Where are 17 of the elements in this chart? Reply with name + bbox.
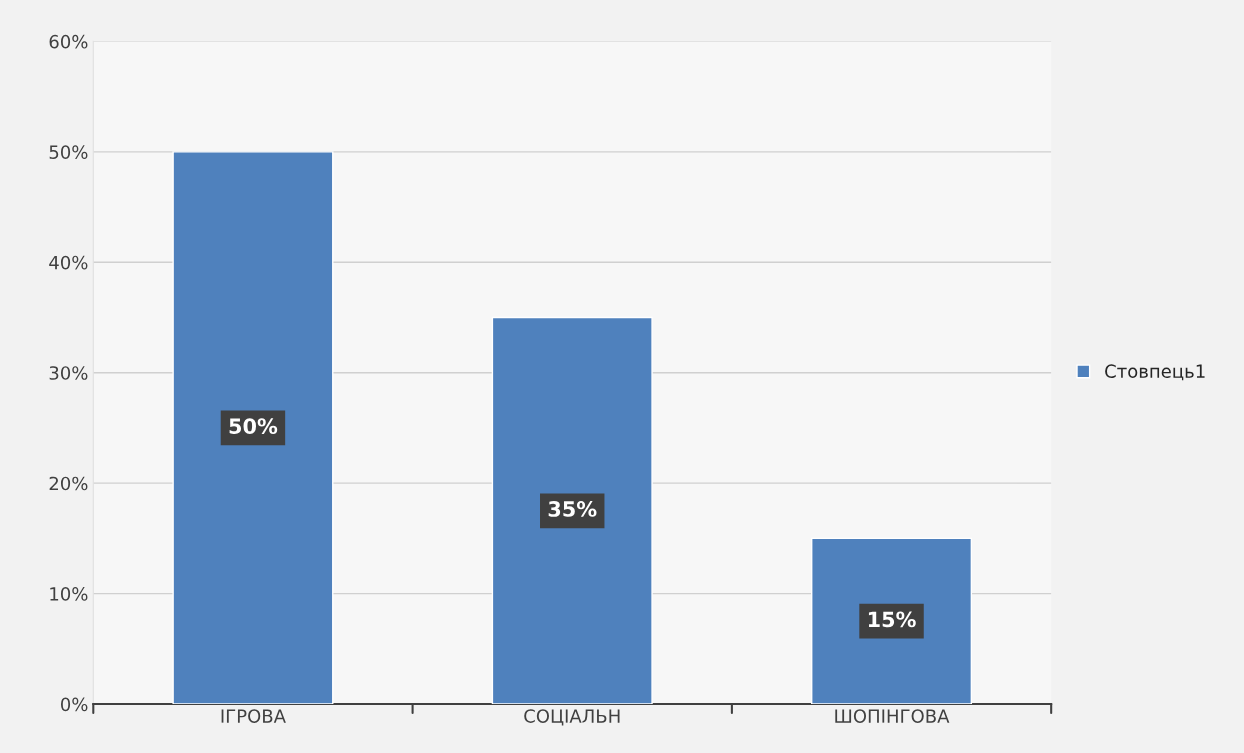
y-tick-label: 10% bbox=[50, 587, 88, 601]
legend-label: Стовпець1 bbox=[1105, 364, 1205, 381]
y-tick-label: 20% bbox=[49, 476, 88, 491]
data-label: 50% bbox=[229, 418, 278, 434]
bar bbox=[491, 316, 653, 705]
x-tick-label: ІГРОВА bbox=[221, 709, 286, 723]
bar bbox=[811, 537, 973, 705]
y-tick-label: 0% bbox=[60, 697, 88, 712]
y-tick-label: 60% bbox=[49, 34, 88, 49]
bar bbox=[172, 151, 334, 705]
y-tick-label: 30% bbox=[49, 366, 88, 380]
y-tick-label: 40% bbox=[49, 255, 88, 270]
data-label: 15% bbox=[868, 611, 916, 628]
data-label: 35% bbox=[548, 501, 597, 517]
x-tick-label: ШОПІНГОВА bbox=[835, 709, 950, 723]
y-tick-label: 50% bbox=[49, 145, 88, 159]
x-tick-label: СОЦІАЛЬН bbox=[524, 709, 620, 726]
